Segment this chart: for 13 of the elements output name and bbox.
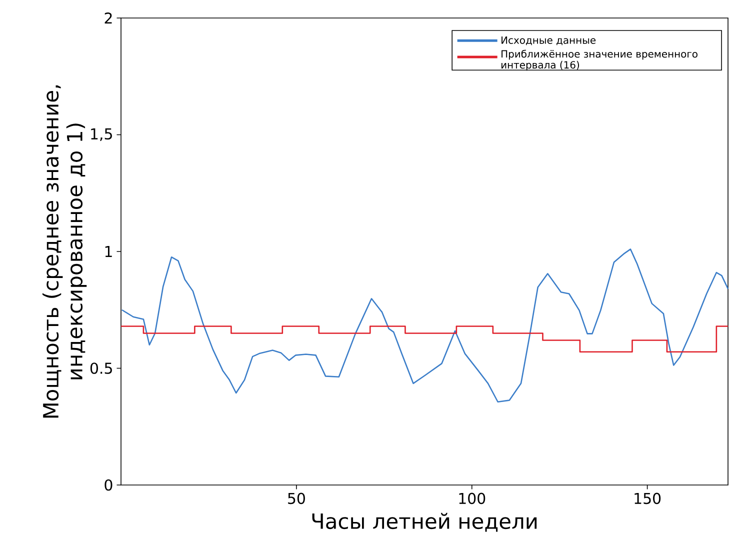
y-tick-label: 1 [105, 246, 112, 257]
x-axis-title: Часы летней недели [312, 512, 537, 532]
x-tick-label: 100 [459, 492, 486, 504]
y-axis-title: Мощность (среднее значение, индексированное до 1) [42, 85, 87, 418]
y-tick-label: 0 [104, 479, 112, 491]
line-series [121, 248, 729, 403]
y-tick-label: 0.5 [90, 362, 112, 374]
legend-label: Исходные данные [502, 36, 596, 46]
x-tick-label: 50 [288, 492, 305, 504]
y-tick-label: 1,5 [91, 128, 112, 142]
y-tick-label: 2 [104, 12, 112, 24]
legend-label: Приближённое значение временного интервала (16) [501, 50, 698, 71]
x-tick-label: 150 [634, 492, 661, 504]
